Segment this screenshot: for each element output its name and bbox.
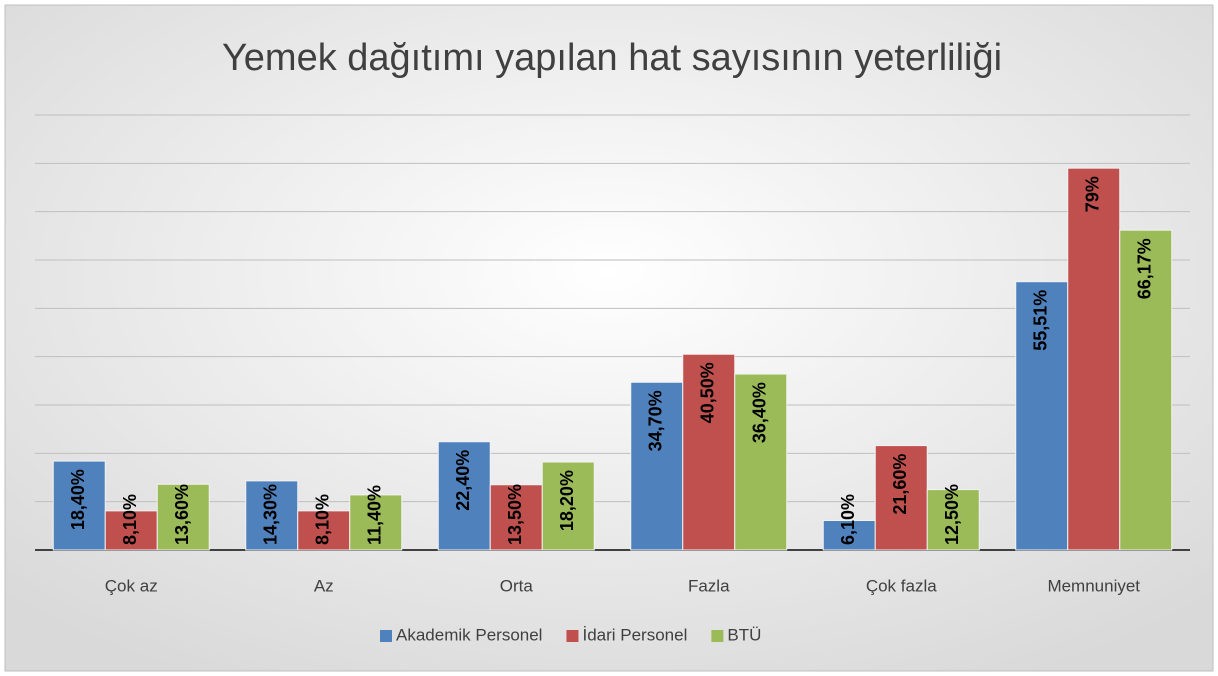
data-label: 36,40%: [750, 382, 770, 443]
bar: [489, 484, 543, 551]
bar: [541, 461, 595, 551]
data-label: 55,51%: [1031, 290, 1051, 351]
data-label: 8,10%: [313, 494, 333, 545]
x-tick-label: Çok az: [105, 576, 158, 595]
data-label: 21,60%: [890, 454, 910, 515]
data-label: 12,50%: [942, 484, 962, 545]
data-label: 18,40%: [68, 469, 88, 530]
legend-label: Akademik Personel: [396, 625, 542, 644]
x-tick-label: Az: [314, 576, 334, 595]
data-label: 18,20%: [557, 470, 577, 531]
data-label: 6,10%: [838, 494, 858, 545]
legend-swatch: [566, 630, 579, 642]
bar: [1067, 167, 1121, 551]
x-tick-label: Fazla: [688, 576, 730, 595]
bar: [1015, 281, 1069, 551]
bar: [874, 445, 928, 551]
bar: [52, 460, 106, 551]
data-label: 8,10%: [120, 494, 140, 545]
bar: [156, 483, 210, 551]
bar: [926, 489, 980, 551]
bar: [822, 520, 876, 551]
data-label: 22,40%: [453, 450, 473, 511]
data-label: 79%: [1083, 176, 1103, 212]
chart-background: [4, 4, 1214, 672]
bar: [245, 480, 299, 551]
chart-title: Yemek dağıtımı yapılan hat sayısının yet…: [222, 37, 1002, 79]
data-label: 14,30%: [261, 484, 281, 545]
data-label: 34,70%: [646, 390, 666, 451]
bar: [682, 353, 736, 551]
legend-swatch: [711, 630, 724, 642]
data-label: 11,40%: [365, 485, 385, 545]
data-label: 66,17%: [1135, 238, 1155, 299]
bar: [734, 373, 788, 551]
x-tick-label: Çok fazla: [866, 576, 937, 595]
bar: [630, 381, 684, 551]
x-tick-label: Orta: [500, 576, 534, 595]
x-tick-label: Memnuniyet: [1047, 576, 1140, 595]
bar: [297, 510, 351, 551]
data-label: 40,50%: [698, 362, 718, 423]
legend-label: İdari Personel: [582, 625, 687, 644]
data-label: 13,50%: [505, 484, 525, 545]
bar: [1119, 229, 1173, 551]
bar: [349, 494, 403, 551]
legend-swatch: [380, 630, 392, 642]
legend-label: BTÜ: [727, 625, 761, 644]
data-label: 13,60%: [172, 484, 192, 545]
